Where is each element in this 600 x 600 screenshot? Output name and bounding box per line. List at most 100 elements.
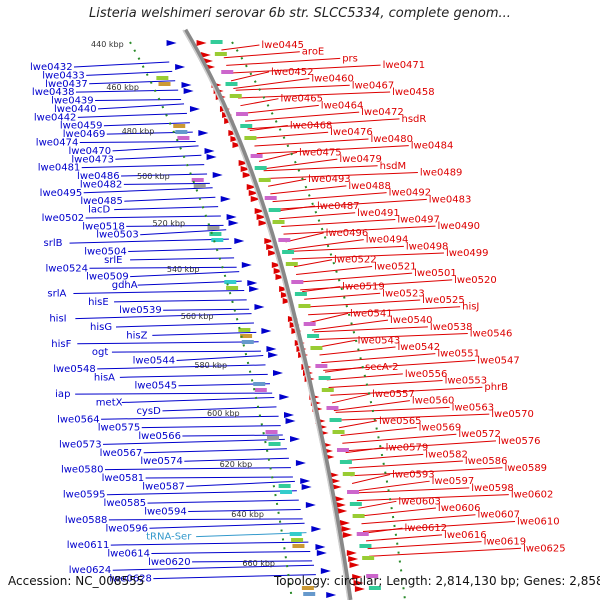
reverse-gene-label[interactable]: lwe0452 <box>271 67 314 78</box>
reverse-gene-label[interactable]: lwe0556 <box>405 369 448 380</box>
reverse-gene-label[interactable]: lwe0464 <box>321 100 364 111</box>
forward-gene-label[interactable]: lwe0585 <box>104 498 147 509</box>
forward-gene-label[interactable]: lacD <box>88 205 110 216</box>
forward-gene-label[interactable]: lwe0544 <box>133 356 176 367</box>
reverse-gene-label[interactable]: lwe0598 <box>471 483 514 494</box>
reverse-gene-label[interactable]: lwe0491 <box>357 208 400 219</box>
reverse-gene-label[interactable]: lwe0541 <box>350 308 393 319</box>
forward-gene-label[interactable]: lwe0469 <box>63 129 106 140</box>
reverse-gene-label[interactable]: lwe0476 <box>330 127 373 138</box>
forward-gene-label[interactable]: lwe0437 <box>45 79 88 90</box>
forward-gene-label[interactable]: metX <box>96 397 123 408</box>
forward-gene-label[interactable]: lwe0596 <box>105 523 148 534</box>
reverse-gene-label[interactable]: lwe0582 <box>425 449 468 460</box>
reverse-gene-label[interactable]: lwe0445 <box>261 40 304 51</box>
forward-gene-label[interactable]: srlA <box>47 288 66 299</box>
forward-gene-label[interactable]: iap <box>55 389 70 400</box>
reverse-gene-label[interactable]: lwe0597 <box>432 476 475 487</box>
reverse-gene-label[interactable]: secA-2 <box>365 362 398 373</box>
forward-gene-label[interactable]: lwe0470 <box>69 146 112 157</box>
reverse-gene-label[interactable]: lwe0493 <box>308 174 351 185</box>
reverse-gene-label[interactable]: aroE <box>302 47 324 58</box>
reverse-gene-label[interactable]: lwe0490 <box>437 221 480 232</box>
reverse-gene-label[interactable]: lwe0519 <box>342 282 385 293</box>
reverse-gene-label[interactable]: lwe0489 <box>420 168 463 179</box>
reverse-gene-label[interactable]: lwe0497 <box>397 214 440 225</box>
reverse-gene-label[interactable]: lwe0458 <box>392 87 435 98</box>
reverse-gene-label[interactable]: lwe0619 <box>484 537 527 548</box>
reverse-gene-label[interactable]: lwe0563 <box>452 402 495 413</box>
reverse-gene-label[interactable]: lwe0483 <box>429 194 472 205</box>
reverse-gene-label[interactable]: lwe0480 <box>370 134 413 145</box>
reverse-gene-label[interactable]: lwe0553 <box>445 376 488 387</box>
forward-gene-label[interactable]: lwe0545 <box>135 381 178 392</box>
forward-gene-label[interactable]: hisF <box>51 339 71 350</box>
reverse-gene-label[interactable]: lwe0467 <box>352 80 395 91</box>
forward-gene-label[interactable]: lwe0581 <box>102 473 145 484</box>
forward-gene-label[interactable]: lwe0595 <box>63 490 106 501</box>
reverse-gene-label[interactable]: lwe0570 <box>491 409 534 420</box>
reverse-gene-label[interactable]: lwe0612 <box>405 523 448 534</box>
forward-gene-label[interactable]: srlB <box>44 238 63 249</box>
forward-gene-label[interactable]: lwe0575 <box>98 423 141 434</box>
reverse-gene-label[interactable]: lwe0593 <box>392 469 435 480</box>
reverse-gene-label[interactable]: hsdM <box>380 161 407 172</box>
reverse-gene-label[interactable]: lwe0586 <box>465 456 508 467</box>
forward-gene-label[interactable]: lwe0573 <box>59 439 102 450</box>
forward-gene-label[interactable]: lwe0567 <box>100 448 143 459</box>
reverse-gene-label[interactable]: lwe0487 <box>317 201 360 212</box>
reverse-gene-label[interactable]: prs <box>342 53 358 64</box>
forward-gene-label[interactable]: lwe0481 <box>38 163 81 174</box>
forward-gene-label[interactable]: lwe0518 <box>82 221 125 232</box>
reverse-gene-label[interactable]: lwe0543 <box>358 335 401 346</box>
forward-gene-label[interactable]: lwe0442 <box>34 112 77 123</box>
reverse-gene-label[interactable]: lwe0572 <box>458 429 501 440</box>
reverse-gene-label[interactable]: lwe0479 <box>339 154 382 165</box>
reverse-gene-label[interactable]: lwe0522 <box>334 255 377 266</box>
reverse-gene-label[interactable]: lwe0579 <box>386 443 429 454</box>
forward-gene-label[interactable]: lwe0504 <box>84 247 127 258</box>
reverse-gene-label[interactable]: hsdR <box>401 114 426 125</box>
reverse-gene-label[interactable]: lwe0471 <box>383 60 426 71</box>
reverse-gene-label[interactable]: lwe0520 <box>454 275 497 286</box>
reverse-gene-label[interactable]: lwe0501 <box>414 268 457 279</box>
forward-gene-label[interactable]: lwe0509 <box>86 272 129 283</box>
forward-gene-label[interactable]: lwe0580 <box>61 465 104 476</box>
forward-gene-label[interactable]: lwe0539 <box>119 305 162 316</box>
reverse-gene-label[interactable]: lwe0551 <box>437 349 480 360</box>
reverse-gene-label[interactable]: lwe0475 <box>299 147 342 158</box>
forward-gene-label[interactable]: gdhA <box>112 280 138 291</box>
forward-gene-label[interactable]: srlE <box>104 255 122 266</box>
forward-gene-label[interactable]: hisZ <box>126 330 147 341</box>
reverse-gene-label[interactable]: lwe0468 <box>290 121 333 132</box>
forward-gene-label[interactable]: lwe0566 <box>138 431 181 442</box>
forward-gene-label[interactable]: lwe0440 <box>54 104 97 115</box>
reverse-gene-label[interactable]: hisJ <box>462 302 479 313</box>
forward-gene-label[interactable]: lwe0433 <box>42 70 85 81</box>
reverse-gene-label[interactable]: lwe0498 <box>406 241 449 252</box>
forward-gene-label[interactable]: hisE <box>88 297 109 308</box>
forward-gene-label[interactable]: tRNA-Ser <box>146 532 192 543</box>
forward-gene-label[interactable]: lwe0624 <box>69 565 112 576</box>
reverse-gene-label[interactable]: lwe0610 <box>517 516 560 527</box>
forward-gene-label[interactable]: lwe0473 <box>71 154 114 165</box>
reverse-gene-label[interactable]: lwe0488 <box>348 181 391 192</box>
forward-gene-label[interactable]: lwe0459 <box>60 121 103 132</box>
reverse-gene-label[interactable]: lwe0492 <box>389 188 432 199</box>
forward-gene-label[interactable]: lwe0495 <box>40 188 83 199</box>
forward-gene-label[interactable]: lwe0594 <box>144 507 187 518</box>
reverse-gene-label[interactable]: lwe0616 <box>444 530 487 541</box>
reverse-gene-label[interactable]: lwe0603 <box>398 496 441 507</box>
reverse-gene-label[interactable]: lwe0484 <box>411 141 454 152</box>
reverse-gene-label[interactable]: lwe0499 <box>446 248 489 259</box>
reverse-gene-label[interactable]: lwe0523 <box>382 288 425 299</box>
forward-gene-label[interactable]: lwe0614 <box>107 548 150 559</box>
reverse-gene-label[interactable]: lwe0607 <box>477 510 520 521</box>
forward-gene-label[interactable]: lwe0611 <box>67 540 110 551</box>
forward-gene-label[interactable]: lwe0587 <box>142 481 185 492</box>
forward-gene-label[interactable]: lwe0485 <box>80 196 123 207</box>
reverse-gene-label[interactable]: lwe0472 <box>361 107 404 118</box>
forward-gene-label[interactable]: lwe0620 <box>148 557 191 568</box>
reverse-gene-label[interactable]: lwe0560 <box>412 396 455 407</box>
forward-gene-label[interactable]: lwe0564 <box>57 414 100 425</box>
